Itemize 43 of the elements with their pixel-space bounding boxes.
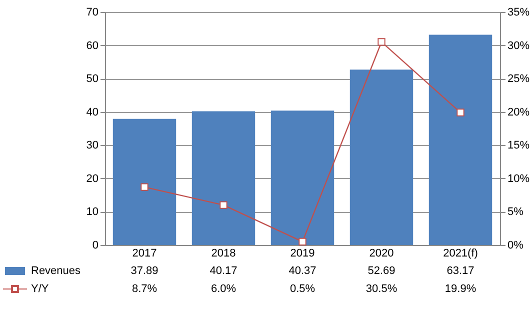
point: [220, 201, 228, 209]
y-tick-label: 70: [86, 6, 98, 18]
data-label: 6.0%: [210, 283, 236, 295]
point: [456, 108, 464, 116]
y2-tick-label: 0%: [508, 240, 524, 252]
y2-tick-label: 5%: [508, 206, 524, 218]
x-tick-label: 2018: [211, 248, 236, 260]
y2-tick-label: 35%: [508, 6, 530, 18]
x-tick-label: 2019: [290, 248, 315, 260]
y-tick-label: 0: [92, 240, 98, 252]
point: [140, 183, 148, 191]
x-tick-label: 2017: [132, 248, 157, 260]
y-tick-label: 40: [86, 106, 98, 118]
data-label: 40.17: [210, 265, 238, 277]
y-tick-label: 20: [86, 172, 98, 185]
legend-label: Revenues: [31, 265, 82, 277]
y-tick-label: 10: [86, 206, 98, 218]
y2-tick-label: 15%: [508, 140, 530, 152]
y2-tick-label: 25%: [508, 73, 530, 86]
legend-label: Y/Y: [31, 283, 50, 295]
point: [298, 238, 306, 246]
data-label: 37.89: [130, 265, 158, 277]
data-label: 52.69: [368, 265, 396, 277]
y2-tick-label: 30%: [508, 40, 530, 52]
data-label: 30.5%: [366, 283, 398, 295]
bar: [192, 111, 256, 245]
y-tick-label: 30: [86, 140, 98, 152]
y2-tick-label: 10%: [508, 172, 530, 185]
bar: [270, 110, 334, 245]
bar: [112, 118, 176, 245]
data-label: 8.7%: [132, 283, 158, 295]
data-label: 63.17: [446, 265, 474, 277]
x-tick-label: 2021(f): [443, 248, 478, 260]
y-tick-label: 60: [86, 40, 98, 52]
data-label: 40.37: [288, 265, 316, 277]
bar: [428, 34, 492, 245]
y-tick-label: 50: [86, 73, 98, 86]
data-label: 0.5%: [290, 283, 316, 295]
y2-tick-label: 20%: [508, 106, 530, 118]
x-tick-label: 2020: [369, 248, 394, 260]
bar: [350, 70, 414, 245]
point: [378, 38, 386, 46]
data-label: 19.9%: [444, 283, 476, 295]
